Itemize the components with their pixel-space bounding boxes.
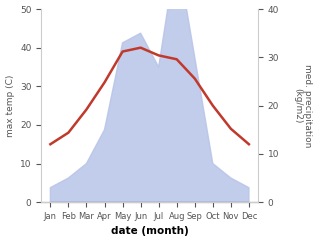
Y-axis label: max temp (C): max temp (C): [5, 75, 15, 137]
Y-axis label: med. precipitation
(kg/m2): med. precipitation (kg/m2): [293, 64, 313, 147]
X-axis label: date (month): date (month): [111, 227, 189, 236]
